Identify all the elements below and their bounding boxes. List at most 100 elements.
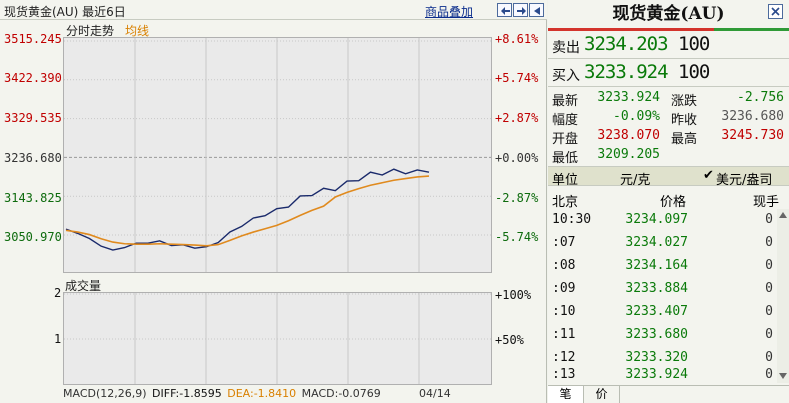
macd-label: MACD(12,26,9): [63, 387, 147, 400]
tick-price: 3233.680: [625, 327, 688, 342]
chart-header-strip: 分时走势 均线: [63, 20, 492, 38]
scroll-left-button[interactable]: [497, 3, 512, 17]
price-chart-svg: [64, 38, 491, 272]
ask-label: 卖出: [552, 40, 580, 56]
volume-axis-label: 2: [54, 286, 62, 300]
stat-value: 3209.205: [597, 147, 660, 162]
tick-tab-bar: 笔 价: [548, 385, 789, 403]
tick-price: 3234.027: [625, 235, 688, 250]
close-button[interactable]: [768, 4, 783, 19]
right-axis-label: +2.87%: [495, 111, 539, 125]
chart-panel: 现货黄金(AU) 最近6日 商品叠加 分时走势 均线 3515.245 3422…: [0, 0, 547, 403]
left-axis-label: 3422.390: [4, 71, 62, 85]
stat-key: 最低: [552, 151, 579, 166]
price-plot-area[interactable]: [63, 37, 492, 273]
tick-row: :13 3233.924 0: [548, 364, 777, 387]
left-axis-label: 3329.535: [4, 111, 62, 125]
avg-series-line: [65, 175, 430, 247]
avg-line-label: 均线: [125, 24, 150, 38]
stat-row: 最低 3209.205: [548, 145, 789, 166]
volume-label: 成交量: [65, 279, 102, 293]
volume-plot-area[interactable]: [63, 292, 492, 385]
tick-volume: 0: [765, 235, 773, 250]
right-axis-label: +8.61%: [495, 32, 539, 46]
diff-value: DIFF:-1.8595: [152, 387, 222, 400]
chart-mode-label: 分时走势: [66, 24, 115, 38]
tick-header-price: 价格: [660, 195, 687, 210]
stat-row: 幅度 -0.09% 昨收 3236.680: [548, 107, 789, 128]
check-icon: ✔: [703, 168, 714, 183]
tick-volume: 0: [765, 258, 773, 273]
right-axis-label: -5.74%: [495, 230, 539, 244]
collapse-icon: [534, 7, 540, 15]
ask-qty: 100: [678, 33, 710, 55]
tick-row: :12 3233.320 0: [548, 347, 777, 370]
macd-readout: MACD(12,26,9) DIFF:-1.8595 DEA:-1.8410 M…: [63, 387, 383, 400]
unit-alt-option[interactable]: 美元/盎司: [716, 173, 773, 188]
volume-axis-label: 1: [54, 332, 62, 346]
left-axis-label: 3050.970: [4, 230, 62, 244]
tick-row: 10:30 3234.097 0: [548, 209, 777, 232]
date-axis-label: 04/14: [419, 387, 451, 400]
macd-value: MACD:-0.0769: [301, 387, 381, 400]
stat-row: 最新 3233.924 涨跌 -2.756: [548, 88, 789, 109]
volume-chart-svg: [64, 293, 491, 384]
commodity-overlay-link[interactable]: 商品叠加: [425, 5, 474, 19]
tab-trades[interactable]: 笔: [548, 386, 584, 403]
tick-row: :08 3234.164 0: [548, 255, 777, 278]
stat-value: 3238.070: [597, 128, 660, 143]
accent-bar-green: [714, 28, 789, 31]
stat-value: 3233.924: [597, 90, 660, 105]
scroll-up-icon[interactable]: [779, 212, 787, 218]
stat-value: 3245.730: [721, 128, 784, 143]
stat-row: 开盘 3238.070 最高 3245.730: [548, 126, 789, 147]
tick-volume: 0: [765, 327, 773, 342]
quote-title: 现货黄金(AU): [612, 4, 725, 24]
tick-time: :10: [552, 304, 576, 319]
tick-price: 3233.320: [625, 350, 688, 365]
tick-price: 3234.164: [625, 258, 688, 273]
close-icon: [771, 7, 780, 16]
accent-bar-red: [548, 28, 714, 31]
stat-value: 3236.680: [721, 109, 784, 124]
indicator-strip: MACD(12,26,9) DIFF:-1.8595 DEA:-1.8410 M…: [63, 385, 492, 403]
unit-row[interactable]: 单位 元/克 ✔ 美元/盎司: [548, 166, 789, 188]
tick-time: :07: [552, 235, 576, 250]
left-axis-label: 3236.680: [4, 151, 62, 165]
bid-price: 3233.924: [584, 61, 669, 83]
left-axis-label: 3515.245: [4, 32, 62, 46]
tick-header-time: 北京: [552, 195, 579, 210]
tick-table-header: 北京 价格 现手: [548, 189, 789, 210]
volume-right-axis-label: +50%: [495, 333, 524, 347]
collapse-button[interactable]: [529, 3, 544, 17]
tick-time: :13: [552, 367, 576, 382]
bid-qty: 100: [678, 61, 710, 83]
tick-time: :09: [552, 281, 576, 296]
tick-row: :07 3234.027 0: [548, 232, 777, 255]
scroll-down-icon[interactable]: [779, 373, 787, 379]
tick-row: :11 3233.680 0: [548, 324, 777, 347]
tick-volume: 0: [765, 350, 773, 365]
tick-scrollbar[interactable]: [777, 209, 789, 383]
bid-label: 买入: [552, 68, 580, 84]
tick-volume: 0: [765, 212, 773, 227]
unit-value[interactable]: 元/克: [620, 173, 651, 188]
right-axis-label: +0.00%: [495, 151, 539, 165]
stat-key: 最新: [552, 94, 579, 109]
quote-panel: 现货黄金(AU) 卖出 3234.203 100 买入 3233.924 100…: [548, 0, 789, 403]
arrow-left-icon: [501, 7, 510, 15]
tab-prices[interactable]: 价: [584, 386, 620, 403]
arrow-right-icon: [517, 7, 526, 15]
stat-key: 昨收: [671, 113, 698, 128]
tick-volume: 0: [765, 304, 773, 319]
tick-price: 3234.097: [625, 212, 688, 227]
scroll-right-button[interactable]: [513, 3, 528, 17]
ask-row: 卖出 3234.203 100: [548, 31, 789, 59]
right-axis-label: -2.87%: [495, 191, 539, 205]
tick-time: :11: [552, 327, 576, 342]
chart-title-bar: 现货黄金(AU) 最近6日 商品叠加: [0, 0, 547, 20]
tick-time: :12: [552, 350, 576, 365]
tick-price: 3233.884: [625, 281, 688, 296]
tick-volume: 0: [765, 281, 773, 296]
ask-price: 3234.203: [584, 33, 669, 55]
